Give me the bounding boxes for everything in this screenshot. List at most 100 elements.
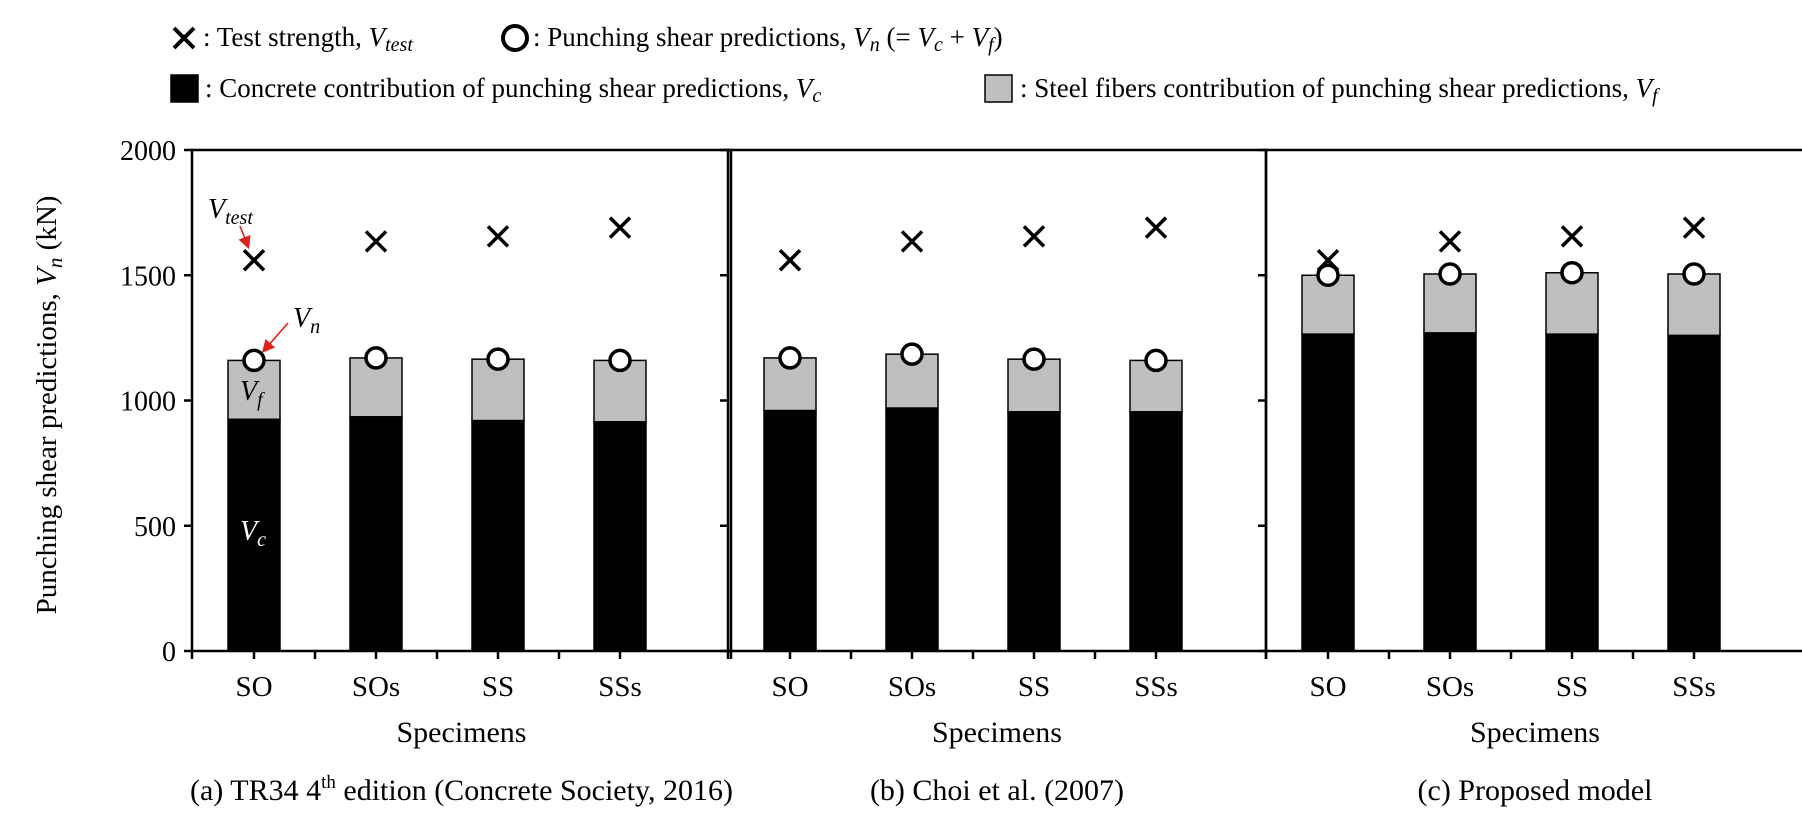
- prediction-point: [1682, 262, 1706, 286]
- annotation-vc-sub: c: [257, 529, 266, 551]
- chart-panel-b: SO SOs SS SSs Specimens (b) Choi et al. (2007…: [720, 148, 1268, 807]
- legend-colon: :: [533, 22, 547, 52]
- legend-pred-label: Punching shear predictions,: [547, 22, 853, 52]
- svg-text:: Punching shear predictions,: : Punching shear predictions, Vn (= Vc +…: [533, 22, 1003, 56]
- legend-pred-vf-sub: f: [988, 34, 996, 56]
- x-tick-label: SSs: [598, 671, 642, 703]
- y-axis-title-main: Punching shear predictions,: [31, 286, 63, 615]
- chart-panel-a: 0 500 1000 1500 2000 SO SOs SS SSs Specimens (a) T…: [120, 136, 733, 807]
- concrete-swatch-icon: [170, 74, 199, 103]
- bar-concrete: [1545, 333, 1599, 652]
- prediction-point: [900, 342, 924, 366]
- legend-pred-eq: (=: [880, 22, 918, 52]
- annotation-vtest-symbol: V: [208, 194, 228, 225]
- legend-colon: :: [203, 22, 217, 52]
- bar-concrete: [227, 418, 281, 652]
- legend-test-sub: test: [385, 34, 413, 56]
- x-tick-label: SSs: [1672, 671, 1716, 703]
- legend-pred-vf: V: [972, 22, 992, 52]
- legend-test-symbol: V: [369, 22, 389, 52]
- test-point: [1022, 225, 1046, 248]
- test-point: [364, 230, 388, 253]
- y-tick-label: 500: [134, 512, 176, 543]
- x-axis-title: Specimens: [1470, 716, 1600, 749]
- x-tick-label: SOs: [1426, 671, 1474, 703]
- test-point: [242, 248, 266, 272]
- legend-pred-plus: +: [943, 22, 972, 52]
- prediction-point: [1316, 263, 1340, 287]
- legend-colon: :: [205, 73, 219, 103]
- test-point: [1682, 216, 1706, 239]
- x-axis-title: Specimens: [932, 716, 1062, 749]
- annotation-vf: Vf: [240, 376, 265, 411]
- y-tick-label: 2000: [120, 136, 176, 167]
- test-point: [608, 216, 632, 239]
- panel-caption-part: (a) TR34 4: [190, 774, 321, 807]
- x-tick-label: SO: [771, 671, 808, 703]
- y-axis-title-symbol: V: [31, 265, 63, 286]
- legend-colon: :: [1020, 73, 1034, 103]
- y-tick-label: 1000: [120, 387, 176, 418]
- prediction-point: [486, 347, 510, 371]
- annotation-vtest: Vtest: [208, 194, 253, 229]
- legend-concrete-symbol: V: [796, 73, 816, 103]
- x-tick-label: SS: [1556, 671, 1588, 703]
- test-point: [1438, 230, 1462, 253]
- prediction-point: [1560, 260, 1584, 285]
- legend-steel-symbol: V: [1636, 73, 1656, 103]
- x-tick-label: SSs: [1134, 671, 1178, 703]
- prediction-point: [1022, 347, 1046, 371]
- y-tick-label: 1500: [120, 261, 176, 292]
- legend-item-concrete: : Concrete contribution of punching shea…: [170, 73, 821, 107]
- legend-steel-sub: f: [1652, 85, 1660, 107]
- bar-concrete: [349, 416, 403, 652]
- y-axis-title-sub: n: [43, 258, 67, 269]
- prediction-point: [1144, 348, 1168, 373]
- panel-caption: (b) Choi et al. (2007): [870, 774, 1124, 807]
- annotation-vn-symbol: V: [293, 303, 313, 334]
- test-point: [778, 248, 802, 272]
- bar-concrete: [1423, 332, 1477, 652]
- panel-caption: (a) TR34 4th edition (Concrete Society, …: [190, 772, 733, 807]
- prediction-point: [1438, 262, 1462, 286]
- annotation-vn-sub: n: [310, 316, 320, 338]
- prediction-point: [364, 346, 388, 370]
- bar-concrete: [593, 421, 647, 652]
- x-tick-label: SS: [482, 671, 514, 703]
- charts: 0 500 1000 1500 2000 SO SOs SS SSs Specimens (a) T…: [120, 136, 1802, 807]
- bar-concrete: [885, 407, 939, 652]
- circle-marker-icon: [501, 24, 529, 52]
- annotation-vf-symbol: V: [240, 376, 260, 407]
- bar-concrete: [763, 409, 817, 652]
- bar-concrete: [1301, 333, 1355, 652]
- annotation-arrow-vn: [261, 322, 289, 353]
- legend-pred-vc: V: [917, 22, 937, 52]
- bar-steel: [471, 358, 525, 422]
- legend-pred-symbol: V: [853, 22, 873, 52]
- annotation-vc-symbol: V: [240, 516, 260, 547]
- svg-text:: Steel fibers contribution of: : Steel fibers contribution of punching …: [1020, 73, 1660, 107]
- panel-caption-superscript: th: [321, 772, 336, 793]
- annotation-vtest-sub: test: [225, 207, 253, 229]
- test-point: [486, 225, 510, 248]
- legend-item-test: : Test strength, Vtest: [172, 22, 413, 56]
- x-tick-label: SOs: [352, 671, 400, 703]
- legend-item-prediction: : Punching shear predictions, Vn (= Vc +…: [501, 22, 1003, 56]
- prediction-point: [608, 348, 632, 373]
- annotation-arrow-vtest: [238, 225, 251, 250]
- legend: : Test strength, Vtest : Punching shear …: [170, 22, 1660, 107]
- cross-marker-icon: [172, 26, 196, 50]
- svg-text:: Concrete contribution of pun: : Concrete contribution of punching shea…: [205, 73, 821, 107]
- y-axis-title-unit: (kN): [31, 196, 63, 258]
- annotation-vn: Vn: [293, 303, 320, 338]
- annotation-vc: Vc: [240, 516, 266, 551]
- x-axis-title: Specimens: [397, 716, 527, 749]
- legend-item-steel: : Steel fibers contribution of punching …: [984, 73, 1660, 107]
- legend-concrete-label: Concrete contribution of punching shear …: [219, 73, 796, 103]
- steel-swatch-icon: [984, 74, 1013, 103]
- legend-pred-close: ): [994, 22, 1003, 52]
- svg-text:: Test strength, Vtest: : Test strength, Vtest: [203, 22, 413, 56]
- x-tick-label: SO: [1309, 671, 1346, 703]
- panel-caption: (c) Proposed model: [1418, 774, 1653, 807]
